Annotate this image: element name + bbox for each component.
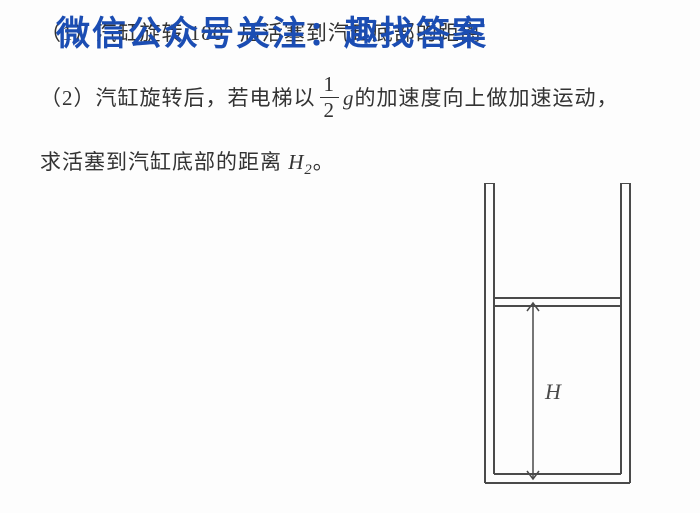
- line2-prefix: （2）汽缸旋转后，若电梯以: [40, 75, 316, 121]
- line3-prefix: 求活塞到汽缸底部的距离: [40, 150, 288, 174]
- var-g: g: [343, 75, 355, 121]
- line3-end: 。: [313, 150, 335, 174]
- watermark-overlay: 微信公众号关注：趣找答案: [56, 6, 488, 55]
- svg-text:H: H: [544, 379, 562, 404]
- var-H2: H2: [288, 150, 313, 174]
- line-2: （2）汽缸旋转后，若电梯以 1 2 g 的加速度向上做加速运动，: [40, 74, 660, 121]
- fraction-denominator: 2: [320, 98, 340, 121]
- line-3: 求活塞到汽缸底部的距离 H2。: [40, 139, 660, 187]
- fraction-half: 1 2: [320, 74, 340, 121]
- fraction-numerator: 1: [320, 74, 340, 98]
- cylinder-piston-diagram: H: [475, 183, 640, 493]
- line2-suffix: 的加速度向上做加速运动，: [355, 75, 619, 121]
